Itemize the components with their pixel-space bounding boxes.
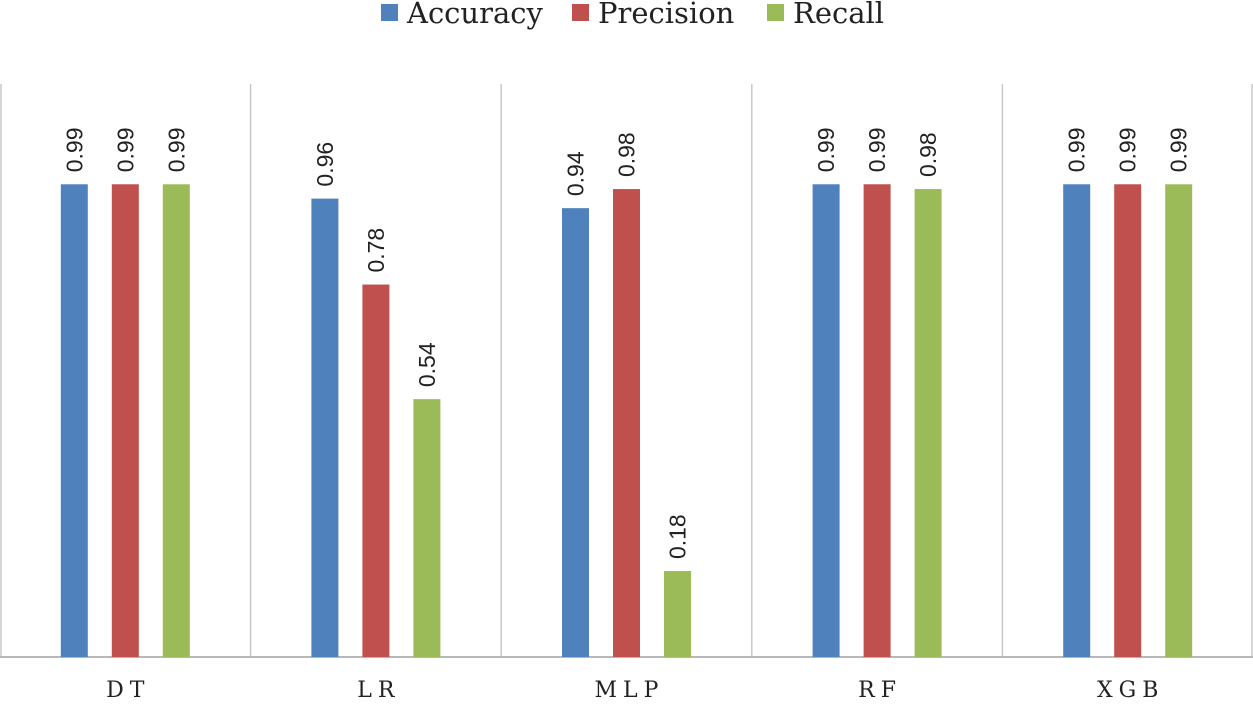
legend-swatch-precision xyxy=(572,4,589,21)
bar-rf-recall xyxy=(914,189,942,658)
bars xyxy=(60,184,1193,658)
value-label-lr-precision: 0.78 xyxy=(363,228,389,273)
category-label-xgb: XGB xyxy=(1097,678,1164,703)
bar-dt-precision xyxy=(111,184,139,657)
bar-lr-precision xyxy=(362,284,390,657)
value-label-dt-precision: 0.99 xyxy=(112,128,138,173)
value-label-rf-recall: 0.98 xyxy=(915,132,941,177)
category-label-mlp: MLP xyxy=(595,678,665,703)
bar-xgb-precision xyxy=(1114,184,1142,657)
value-label-lr-accuracy: 0.96 xyxy=(312,142,338,187)
value-label-rf-accuracy: 0.99 xyxy=(813,128,839,173)
legend: Accuracy Precision Recall xyxy=(381,0,884,30)
value-labels: 0.99 0.99 0.99 0.96 0.78 0.54 0.94 0.98 0.18 0.99… xyxy=(61,128,1191,560)
legend-label-accuracy: Accuracy xyxy=(406,0,543,30)
value-label-xgb-accuracy: 0.99 xyxy=(1064,128,1090,173)
bar-dt-recall xyxy=(162,184,190,657)
legend-swatch-recall xyxy=(767,4,784,21)
bar-lr-recall xyxy=(413,399,441,657)
value-label-mlp-precision: 0.98 xyxy=(614,132,640,177)
bar-mlp-precision xyxy=(613,189,640,658)
bar-xgb-accuracy xyxy=(1063,184,1091,657)
bar-mlp-recall xyxy=(664,571,691,657)
legend-label-recall: Recall xyxy=(793,0,884,30)
bar-dt-accuracy xyxy=(60,184,88,657)
value-label-lr-recall: 0.54 xyxy=(414,342,440,387)
value-label-mlp-recall: 0.18 xyxy=(665,514,691,559)
category-label-rf: RF xyxy=(858,678,902,703)
value-label-xgb-precision: 0.99 xyxy=(1115,128,1141,173)
value-label-mlp-accuracy: 0.94 xyxy=(563,151,589,196)
bar-mlp-accuracy xyxy=(562,208,589,657)
value-label-xgb-recall: 0.99 xyxy=(1166,128,1192,173)
category-labels: DT LR MLP RF XGB xyxy=(106,678,1164,703)
bar-rf-accuracy xyxy=(812,184,840,657)
legend-label-precision: Precision xyxy=(598,0,734,30)
bar-xgb-recall xyxy=(1165,184,1193,657)
value-label-dt-accuracy: 0.99 xyxy=(61,128,87,173)
category-label-dt: DT xyxy=(106,678,150,703)
bar-lr-accuracy xyxy=(311,198,339,657)
bar-rf-precision xyxy=(863,184,891,657)
value-label-rf-precision: 0.99 xyxy=(864,128,890,173)
legend-swatch-accuracy xyxy=(381,4,398,21)
value-label-dt-recall: 0.99 xyxy=(163,128,189,173)
category-label-lr: LR xyxy=(357,678,400,703)
